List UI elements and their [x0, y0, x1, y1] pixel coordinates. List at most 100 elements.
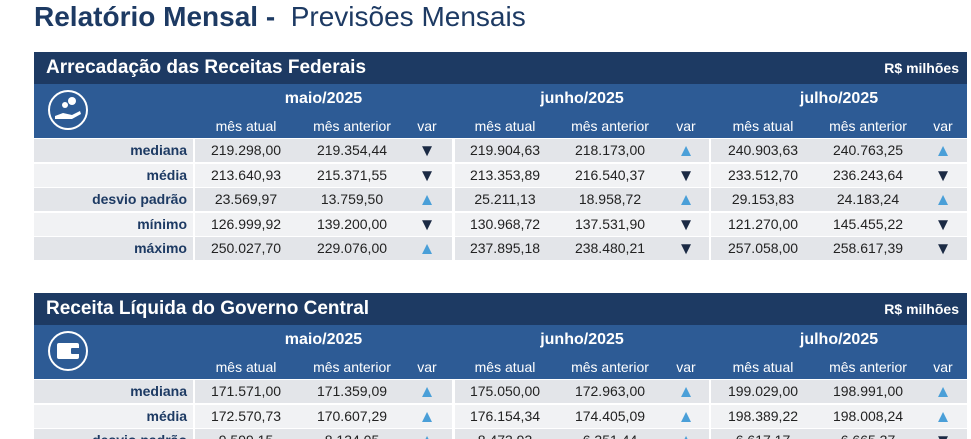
cell-value: 172.570,73 — [210, 407, 282, 424]
table-title: Arrecadação das Receitas Federais — [46, 57, 367, 78]
table-header — [34, 293, 967, 325]
column-label: mês anterior — [829, 118, 907, 134]
column-label: mês anterior — [571, 118, 649, 134]
title-regular: Previsões Mensais — [290, 1, 526, 32]
var-arrow: ▲ — [677, 190, 695, 209]
column-label: mês atual — [474, 118, 536, 134]
cell-value: 198.389,22 — [727, 407, 799, 424]
row-label-cell — [34, 212, 193, 236]
row-cell — [455, 237, 709, 260]
icon — [46, 88, 90, 132]
cell-value: 219.298,00 — [210, 142, 282, 158]
cell-value: 174.405,09 — [574, 407, 646, 424]
var-arrow: ▲ — [934, 406, 952, 426]
cell-value: 25.211,13 — [474, 191, 536, 207]
var-arrow: ▼ — [883, 428, 971, 439]
row-cell — [711, 212, 967, 236]
row-cell — [195, 163, 452, 187]
row-cell — [711, 237, 967, 260]
column-label: var — [933, 118, 953, 134]
cell-value: 8.473,93 — [445, 428, 565, 439]
table-header — [34, 52, 967, 84]
column-label: var — [417, 118, 437, 134]
row-label: desvio padrão — [34, 428, 187, 439]
row-cell — [455, 212, 709, 236]
var-arrow: ▲ — [677, 406, 695, 426]
column-label: mês atual — [215, 359, 277, 375]
var-arrow: ▼ — [934, 214, 952, 234]
row-label: desvio padrão — [92, 191, 187, 207]
table-title: Receita Líquida do Governo Central — [46, 298, 370, 319]
column-label: mês anterior — [829, 359, 907, 375]
row-label-cell — [34, 163, 193, 187]
table-unit: R$ milhões — [884, 301, 959, 317]
cell-value: 213.640,93 — [210, 166, 282, 183]
table-subheader — [34, 84, 967, 138]
row-cell — [195, 380, 452, 403]
row-label-cell — [34, 380, 193, 403]
row-label: mediana — [130, 383, 187, 399]
var-arrow: ▲ — [418, 382, 436, 401]
row-cell — [195, 212, 452, 236]
cell-value: 18.958,72 — [578, 191, 642, 207]
row-cell — [711, 188, 967, 211]
var-arrow: ▲ — [934, 141, 952, 160]
cell-value: 236.243,64 — [832, 166, 904, 183]
var-arrow: ▲ — [677, 141, 695, 160]
column-label: mês atual — [732, 359, 794, 375]
var-arrow: ▲ — [418, 190, 436, 209]
cell-value: 145.455,22 — [832, 215, 904, 232]
cell-value: 6.665,37 — [808, 428, 928, 439]
column-label: mês atual — [732, 118, 794, 134]
icon-svg — [48, 90, 88, 130]
title-bold: Relatório Mensal - — [34, 1, 276, 32]
row-cell — [455, 188, 709, 211]
column-label: mês anterior — [313, 118, 391, 134]
row-cell — [195, 237, 452, 260]
column-label: var — [676, 359, 696, 375]
var-arrow: ▼ — [418, 214, 436, 234]
row-label-cell — [34, 237, 193, 260]
cell-value: 213.353,89 — [469, 166, 541, 183]
column-label: mês anterior — [313, 359, 391, 375]
cell-value: 8.134,05 — [292, 428, 412, 439]
var-arrow: ▼ — [677, 214, 695, 234]
cell-value: 170.607,29 — [316, 407, 388, 424]
row-label: mediana — [130, 142, 187, 158]
var-arrow: ▼ — [677, 239, 695, 258]
cell-value: 13.759,50 — [320, 191, 384, 207]
cell-value: 126.999,92 — [210, 215, 282, 232]
row-label-cell — [34, 404, 193, 428]
month-label: maio/2025 — [284, 331, 363, 348]
row-cell — [455, 429, 709, 439]
icon — [46, 329, 90, 373]
cell-value: 172.963,00 — [574, 383, 646, 399]
var-arrow: ▲ — [367, 428, 487, 439]
cell-value: 130.968,72 — [469, 215, 541, 232]
cell-value: 171.571,00 — [210, 383, 282, 399]
cell-value: 250.027,70 — [210, 240, 282, 256]
row-label-cell — [34, 429, 193, 439]
cell-value: 24.183,24 — [836, 191, 900, 207]
row-cell — [455, 380, 709, 403]
column-label: mês atual — [474, 359, 536, 375]
row-cell — [711, 404, 967, 428]
cell-value: 9.599,15 — [186, 428, 306, 439]
cell-value: 215.371,55 — [316, 166, 388, 183]
cell-value: 6.617,17 — [703, 428, 823, 439]
month-label: junho/2025 — [540, 90, 624, 107]
cell-value: 139.200,00 — [316, 215, 388, 232]
page-title: Relatório Mensal - Previsões Mensais — [34, 0, 526, 34]
row-label: média — [146, 166, 187, 183]
row-label: média — [146, 407, 187, 424]
cell-value: 199.029,00 — [727, 383, 799, 399]
row-cell — [711, 380, 967, 403]
row-cell — [195, 429, 452, 439]
row-cell — [711, 163, 967, 187]
cell-value: 238.480,21 — [574, 240, 646, 256]
cell-value: 175.050,00 — [469, 383, 541, 399]
cell-value: 198.991,00 — [832, 383, 904, 399]
var-arrow: ▲ — [418, 406, 436, 426]
month-label: junho/2025 — [540, 331, 624, 348]
